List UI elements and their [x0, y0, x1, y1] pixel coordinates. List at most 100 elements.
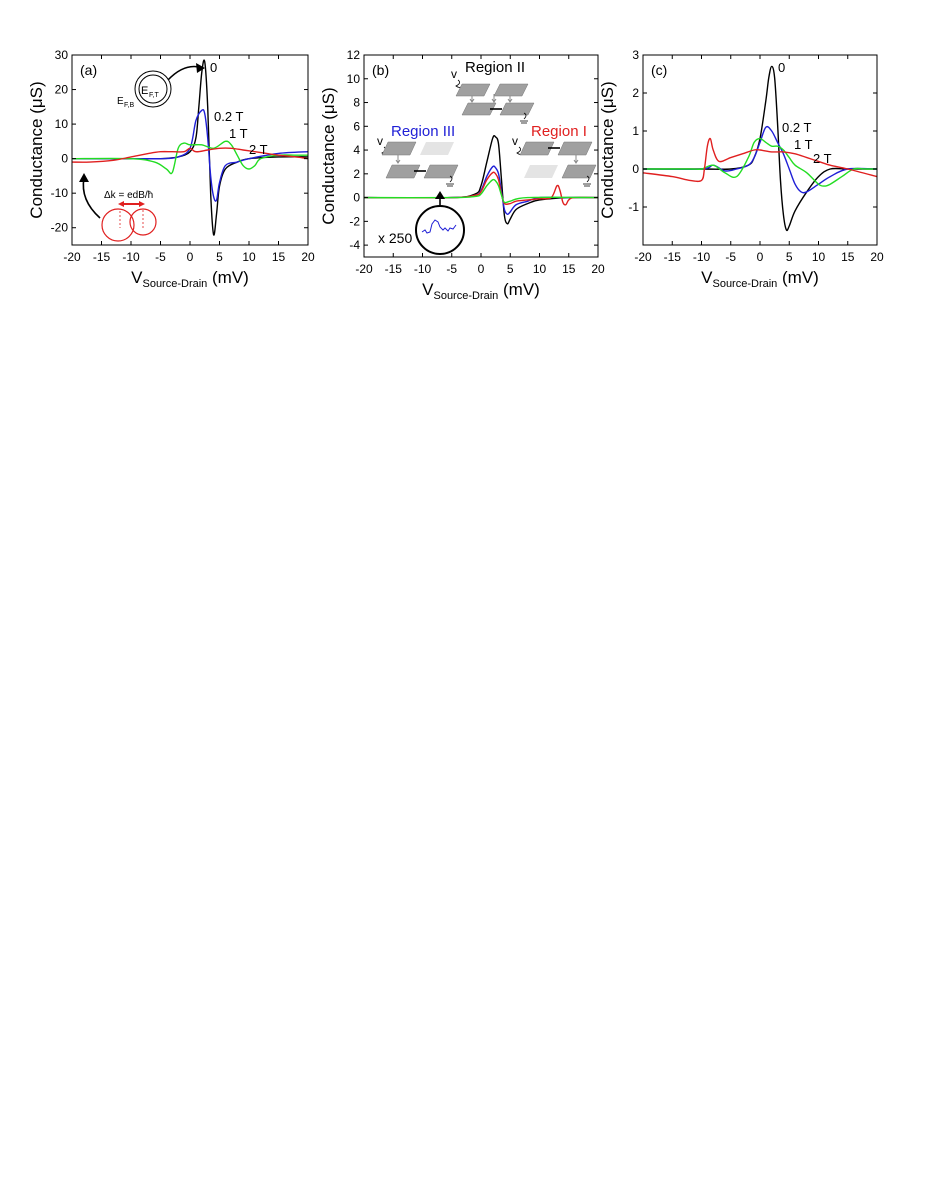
series-line-c-0 [643, 65, 877, 232]
x-tick-label: -5 [725, 250, 736, 264]
fermi-bottom-label: E [117, 96, 124, 107]
x-tick-label: 10 [242, 250, 256, 264]
fermi-top-label: E [141, 85, 148, 97]
series-line-b-3 [364, 178, 598, 204]
delta-k-circles-icon: Δk = edB/ħ [101, 190, 157, 242]
y-tick-label: -20 [51, 221, 69, 235]
fermi-circles-icon: E F,T E F,B [117, 70, 172, 109]
panel-label: (a) [80, 62, 97, 78]
series-line-a-1-t [72, 140, 308, 175]
x-tick-label: 5 [786, 250, 793, 264]
device-schematic-i-icon [516, 141, 597, 187]
series-line-a-0.2-t [72, 108, 308, 202]
y-tick-label: -1 [628, 200, 639, 214]
panel-a: -20 -15 -10 -5 0 5 10 15 20 -20 -10 0 10 20 30 (a) Condu… [27, 48, 315, 290]
panel-c: -20 -15 -10 -5 0 5 10 15 20-10123(c)Conductance … [598, 48, 884, 290]
magnification-label: x 250 [378, 230, 412, 246]
y-tick-label: 10 [347, 72, 361, 86]
x-tick-label: -20 [63, 250, 81, 264]
curve-label-1t: 1 T [229, 126, 248, 141]
y-tick-label: 8 [353, 96, 360, 110]
x-tick-label: 0 [478, 262, 485, 276]
region-i-label: Region I [531, 123, 587, 140]
y-tick-label: 3 [632, 48, 639, 62]
y-tick-label: 30 [55, 48, 69, 62]
panel-a-annotations: 0 0.2 T 1 T 2 T E F,T E F,B Δk = edB/ħ [79, 60, 268, 242]
x-tick-label: -5 [446, 262, 457, 276]
x-tick-label: 5 [216, 250, 223, 264]
curve-label-2t: 2 T [249, 142, 268, 157]
x-tick-label: -15 [664, 250, 682, 264]
x-tick-label: -10 [414, 262, 432, 276]
y-tick-label: -4 [349, 238, 360, 252]
y-tick-label: 20 [55, 83, 69, 97]
panel-label: (b) [372, 62, 389, 78]
arrowhead-up-icon [79, 173, 89, 182]
y-tick-label: 2 [353, 167, 360, 181]
y-tick-label: 10 [55, 117, 69, 131]
panel-c-annotations: 0 0.2 T 1 T 2 T [778, 60, 832, 166]
x-tick-label: 20 [870, 250, 884, 264]
x-tick-label: -15 [93, 250, 111, 264]
x-tick-label: 20 [301, 250, 315, 264]
panel-c-series [643, 65, 877, 232]
curve-label-2t: 2 T [813, 151, 832, 166]
series-line-b-0 [364, 134, 598, 225]
series-line-c-0.2-t [643, 125, 877, 194]
series-line-c-2-t [643, 137, 877, 183]
x-tick-label: -20 [634, 250, 652, 264]
x-tick-label: 5 [507, 262, 514, 276]
fermi-top-sub: F,T [149, 92, 159, 99]
curve-label-0: 0 [778, 60, 785, 75]
arrow-up-icon [82, 177, 101, 219]
series-line-a-2-t [72, 147, 308, 163]
panel-b-annotations: Region II v Region III v Reg [377, 59, 597, 255]
panel-b-series [364, 134, 598, 225]
y-tick-label: 0 [61, 152, 68, 166]
region-ii-label: Region II [465, 59, 525, 76]
x-tick-label: -10 [122, 250, 140, 264]
y-axis-label: Conductance (μS) [27, 81, 46, 218]
region-iii-label: Region III [391, 123, 455, 140]
x-tick-label: 15 [272, 250, 286, 264]
v-label-iii: v [377, 134, 383, 148]
arrowhead-icon [196, 63, 205, 73]
y-tick-label: 0 [353, 191, 360, 205]
plot-frame-a [71, 54, 309, 246]
x-axis-label: VSource-Drain (mV) [131, 268, 249, 290]
y-tick-label: -10 [51, 186, 69, 200]
curve-label-0.2t: 0.2 T [214, 109, 243, 124]
x-tick-label: 10 [533, 262, 547, 276]
x-tick-label: 20 [591, 262, 605, 276]
panel-a-series [72, 59, 308, 236]
series-line-b-2 [364, 171, 598, 206]
v-label-i: v [512, 134, 518, 148]
fermi-bottom-sub: F,B [124, 102, 134, 109]
y-tick-label: 1 [632, 124, 639, 138]
x-tick-label: 0 [757, 250, 764, 264]
x-tick-label: -5 [155, 250, 166, 264]
panel-label: (c) [651, 62, 667, 78]
x-tick-label: -15 [385, 262, 403, 276]
figure: -20 -15 -10 -5 0 5 10 15 20 -20 -10 0 10 20 30 (a) Condu… [0, 0, 926, 320]
x-axis-label: VSource-Drain (mV) [422, 280, 540, 302]
y-axis-label: Conductance (μS) [598, 81, 617, 218]
panel-b: -20 -15 -10 -5 0 5 10 15 20-4-2024681012(b)Condu… [319, 48, 605, 302]
y-tick-label: -2 [349, 214, 360, 228]
x-tick-label: 0 [187, 250, 194, 264]
arrowhead-inset-icon [435, 191, 445, 199]
delta-k-label: Δk = edB/ħ [104, 190, 153, 201]
figure-svg: -20 -15 -10 -5 0 5 10 15 20-20-100102030(a)Condu… [27, 48, 884, 302]
series-line-c-1-t [643, 137, 877, 187]
y-tick-label: 4 [353, 143, 360, 157]
x-tick-label: 15 [562, 262, 576, 276]
x-tick-label: 15 [841, 250, 855, 264]
magnification-inset: x 250 [378, 205, 465, 255]
x-tick-label: -20 [355, 262, 373, 276]
y-tick-label: 12 [347, 48, 361, 62]
y-tick-label: 6 [353, 119, 360, 133]
y-tick-label: 2 [632, 86, 639, 100]
x-tick-label: -10 [693, 250, 711, 264]
device-schematic-ii-icon [455, 79, 535, 124]
curve-label-1t: 1 T [794, 137, 813, 152]
